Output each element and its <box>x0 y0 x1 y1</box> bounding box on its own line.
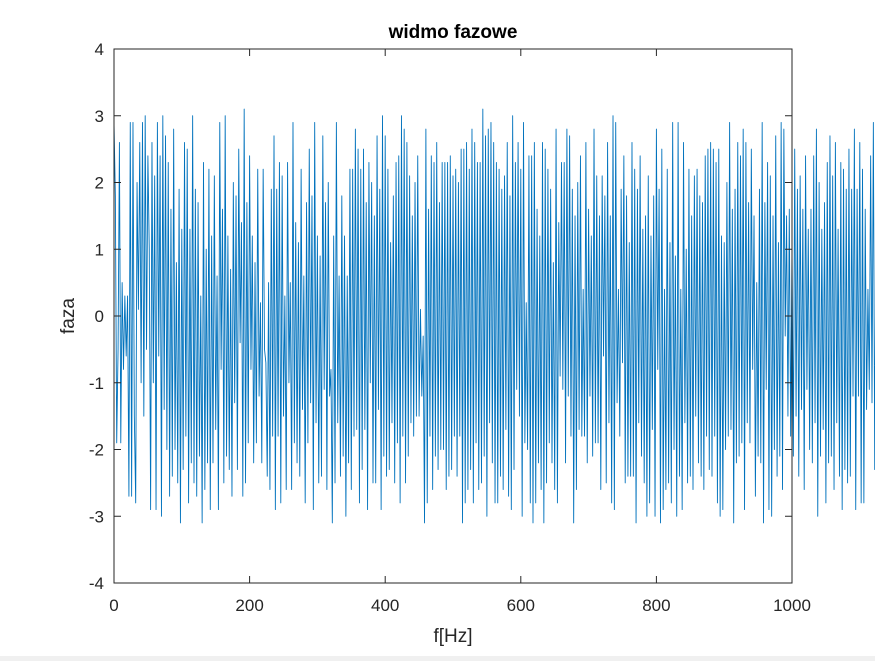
x-tick-label: 600 <box>507 596 535 615</box>
x-tick-label: 1000 <box>773 596 811 615</box>
y-tick-label: -4 <box>89 574 104 593</box>
plot-area <box>114 49 792 583</box>
x-tick-label: 200 <box>235 596 263 615</box>
y-tick-label: 3 <box>95 107 104 126</box>
y-tick-label: 0 <box>95 307 104 326</box>
y-axis-label: faza <box>58 298 79 334</box>
x-tick-label: 800 <box>642 596 670 615</box>
y-tick-label: 4 <box>95 40 104 59</box>
series-layer <box>113 108 875 524</box>
y-tick-label: -3 <box>89 507 104 526</box>
series-line-0 <box>113 108 875 524</box>
y-tick-label: 1 <box>95 240 104 259</box>
y-tick-label: -1 <box>89 374 104 393</box>
chart-title: widmo fazowe <box>388 22 518 43</box>
x-tick-label: 0 <box>109 596 118 615</box>
x-tick-label: 400 <box>371 596 399 615</box>
y-tick-label: 2 <box>95 174 104 193</box>
x-axis-label: f[Hz] <box>433 626 472 647</box>
tick-layer: 0 200 400 600 800 1000 4 3 2 1 0 -1 -2 -3 -4 <box>89 40 811 615</box>
y-tick-label: -2 <box>89 441 104 460</box>
